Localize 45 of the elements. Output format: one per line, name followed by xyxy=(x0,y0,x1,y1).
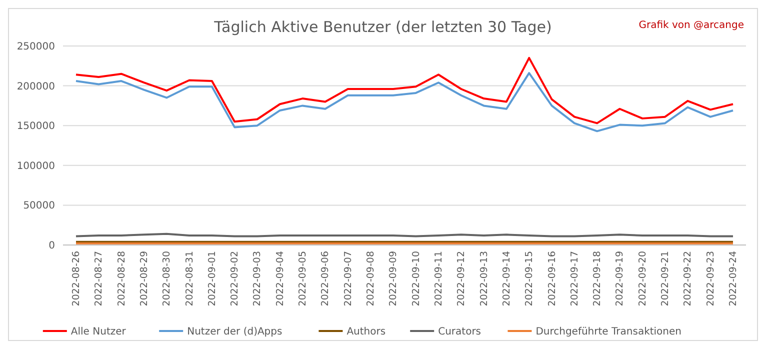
x-tick-label: 2022-09-14 xyxy=(501,251,512,306)
y-tick-label: 150000 xyxy=(16,121,55,132)
x-tick-label: 2022-09-08 xyxy=(366,251,377,306)
x-tick-label: 2022-09-20 xyxy=(637,251,648,306)
x-tick-label: 2022-09-12 xyxy=(456,251,468,306)
x-tick-label: 2022-08-27 xyxy=(94,251,105,306)
legend-label: Durchgeführte Transaktionen xyxy=(536,326,682,338)
x-tick-label: 2022-09-15 xyxy=(524,251,536,306)
x-tick-label: 2022-09-24 xyxy=(728,251,739,306)
legend-label: Authors xyxy=(346,326,386,338)
x-tick-label: 2022-08-28 xyxy=(116,251,128,306)
x-tick-label: 2022-08-30 xyxy=(162,251,173,306)
x-tick-label: 2022-09-19 xyxy=(614,251,626,306)
legend-label: Nutzer der (d)Apps xyxy=(187,326,282,338)
y-tick-label: 0 xyxy=(48,240,55,252)
line-series xyxy=(75,56,734,124)
x-tick-label: 2022-09-07 xyxy=(342,251,354,306)
x-tick-label: 2022-09-21 xyxy=(660,251,672,306)
x-tick-label: 2022-09-22 xyxy=(682,251,694,306)
x-tick-label: 2022-09-03 xyxy=(252,251,264,306)
line-series xyxy=(75,72,734,132)
x-tick-label: 2022-09-11 xyxy=(433,251,444,306)
x-tick-label: 2022-09-10 xyxy=(410,251,422,306)
x-tick-label: 2022-09-23 xyxy=(705,251,716,306)
x-tick-label: 2022-09-17 xyxy=(569,251,580,306)
x-tick-label: 2022-09-01 xyxy=(206,251,218,306)
y-tick-label: 50000 xyxy=(23,200,55,212)
x-tick-label: 2022-09-13 xyxy=(478,251,490,306)
x-tick-label: 2022-09-04 xyxy=(274,251,286,306)
y-tick-label: 100000 xyxy=(16,160,55,172)
text: Grafik von @arcange xyxy=(638,20,744,31)
x-tick-label: 2022-08-31 xyxy=(184,251,196,306)
x-tick-label: 2022-09-06 xyxy=(320,251,332,306)
legend-label: Curators xyxy=(438,326,482,338)
x-tick-label: 2022-09-16 xyxy=(546,251,558,306)
y-tick-label: 250000 xyxy=(16,42,55,52)
x-tick-label: 2022-09-18 xyxy=(592,251,604,306)
chart-title: Täglich Aktive Benutzer (der letzten 30 Tage) xyxy=(213,18,552,36)
x-tick-label: 2022-09-02 xyxy=(230,251,241,306)
x-tick-label: 2022-08-29 xyxy=(138,251,150,306)
x-tick-label: 2022-09-05 xyxy=(298,251,309,306)
x-tick-label: 2022-08-26 xyxy=(71,251,82,306)
legend-label: Alle Nutzer xyxy=(70,326,127,338)
x-tick-label: 2022-09-09 xyxy=(388,251,400,306)
y-tick-label: 200000 xyxy=(16,81,55,92)
